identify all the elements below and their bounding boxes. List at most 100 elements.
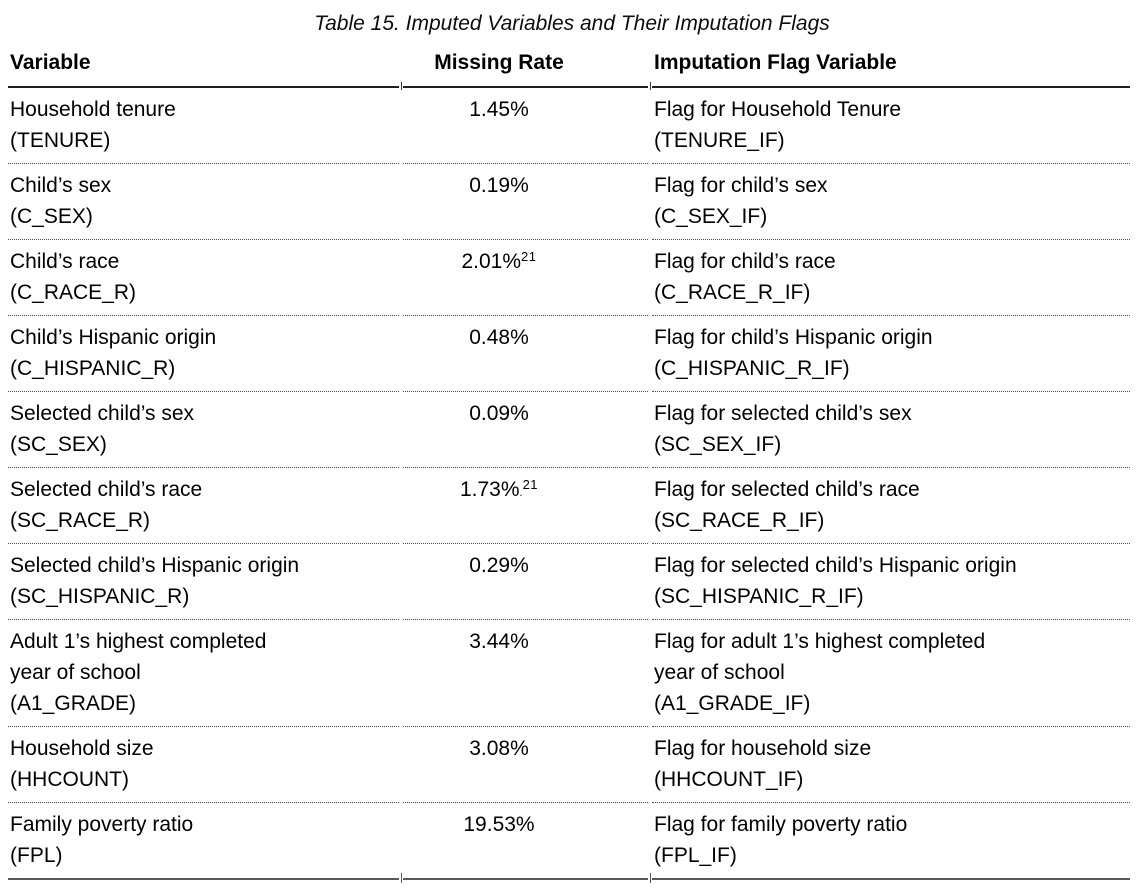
variable-cell: Selected child’s sex (SC_SEX) [8,392,399,468]
missing-rate-cell: 2.01%21 [403,240,648,316]
table-body: Household tenure (TENURE) 1.45% Flag for… [8,88,1130,883]
missing-rate-value: 0.09% [469,402,529,425]
flag-cell: Flag for child’s race (C_RACE_R_IF) [652,240,1130,316]
flag-label: Flag for family poverty ratio [654,813,908,836]
missing-rate-cell: 3.08% [403,727,648,803]
variable-label: Adult 1’s highest completed year of scho… [10,630,267,684]
missing-rate-value: 1.73% [459,478,520,501]
variable-code: (C_RACE_R) [10,281,137,304]
missing-rate-value: 3.44% [469,630,529,653]
flag-code: (SC_HISPANIC_R_IF) [654,585,864,608]
missing-rate-footnote: 21 [521,249,537,264]
flag-cell: Flag for selected child’s race (SC_RACE_… [652,468,1130,544]
missing-rate-value: 0.29% [469,554,529,577]
missing-rate-value: 3.08% [469,737,529,760]
flag-cell: Flag for adult 1’s highest completed yea… [652,620,1130,727]
flag-code: (C_RACE_R_IF) [654,281,811,304]
flag-label: Flag for Household Tenure [654,98,902,121]
missing-rate-cell: 0.09% [403,392,648,468]
variable-code: (SC_RACE_R) [10,509,151,532]
variable-cell: Adult 1’s highest completed year of scho… [8,620,399,727]
table-row: Child’s sex (C_SEX) 0.19% Flag for child… [8,164,1130,240]
table-row: Selected child’s Hispanic origin (SC_HIS… [8,544,1130,620]
imputed-variables-table: Variable Missing Rate Imputation Flag Va… [4,39,1134,883]
column-header-missing-rate: Missing Rate [400,39,648,90]
missing-rate-value: 0.48% [469,326,529,349]
flag-code: (SC_SEX_IF) [654,433,782,456]
flag-code: (C_SEX_IF) [654,205,768,228]
missing-rate-cell: 3.44% [403,620,648,727]
missing-rate-cell: 0.19% [403,164,648,240]
variable-cell: Child’s Hispanic origin (C_HISPANIC_R) [8,316,399,392]
flag-cell: Flag for family poverty ratio (FPL_IF) [649,803,1130,883]
missing-rate-value: 19.53% [463,813,535,836]
variable-cell: Selected child’s race (SC_RACE_R) [8,468,399,544]
variable-label: Child’s Hispanic origin [10,326,217,349]
flag-cell: Flag for child’s sex (C_SEX_IF) [652,164,1130,240]
variable-code: (SC_HISPANIC_R) [10,585,190,608]
variable-code: (A1_GRADE) [10,692,137,715]
variable-code: (C_SEX) [10,205,93,228]
variable-label: Family poverty ratio [10,813,194,836]
table-row: Household size (HHCOUNT) 3.08% Flag for … [8,727,1130,803]
variable-code: (C_HISPANIC_R) [10,357,176,380]
variable-cell: Child’s race (C_RACE_R) [8,240,399,316]
flag-cell: Flag for Household Tenure (TENURE_IF) [652,88,1130,164]
variable-code: (SC_SEX) [10,433,107,456]
missing-rate-dot: . [519,487,523,499]
missing-rate-footnote: 21 [522,477,539,492]
flag-label: Flag for household size [654,737,872,760]
flag-label: Flag for adult 1’s highest completed yea… [654,630,986,684]
variable-label: Child’s race [10,250,120,273]
column-header-variable: Variable [8,39,399,88]
flag-code: (FPL_IF) [654,844,737,867]
missing-rate-value: 1.45% [469,98,529,121]
missing-rate-value: 2.01% [461,250,522,273]
flag-cell: Flag for selected child’s Hispanic origi… [652,544,1130,620]
flag-label: Flag for selected child’s sex [654,402,912,425]
flag-label: Flag for child’s sex [654,174,828,197]
missing-rate-cell: 1.45% [403,88,648,164]
flag-code: (SC_RACE_R_IF) [654,509,825,532]
variable-label: Selected child’s sex [10,402,195,425]
flag-cell: Flag for child’s Hispanic origin (C_HISP… [652,316,1130,392]
table-row: Selected child’s race (SC_RACE_R) 1.73%.… [8,468,1130,544]
table-title: Table 15. Imputed Variables and Their Im… [314,12,830,35]
flag-code: (A1_GRADE_IF) [654,692,811,715]
variable-label: Household size [10,737,154,760]
variable-cell: Household size (HHCOUNT) [8,727,399,803]
variable-cell: Family poverty ratio (FPL) [8,803,399,880]
variable-label: Household tenure [10,98,176,121]
flag-cell: Flag for selected child’s sex (SC_SEX_IF… [652,392,1130,468]
variable-code: (HHCOUNT) [10,768,129,791]
missing-rate-value: 0.19% [469,174,529,197]
variable-label: Child’s sex [10,174,112,197]
flag-code: (C_HISPANIC_R_IF) [654,357,850,380]
table-row: Child’s race (C_RACE_R) 2.01%21 Flag for… [8,240,1130,316]
flag-label: Flag for child’s Hispanic origin [654,326,933,349]
flag-code: (HHCOUNT_IF) [654,768,804,791]
table-row: Family poverty ratio (FPL) 19.53% Flag f… [8,803,1130,883]
table-header-row: Variable Missing Rate Imputation Flag Va… [8,39,1130,90]
variable-code: (TENURE) [10,129,111,152]
table-row: Adult 1’s highest completed year of scho… [8,620,1130,727]
variable-cell: Selected child’s Hispanic origin (SC_HIS… [8,544,399,620]
flag-label: Flag for selected child’s Hispanic origi… [654,554,1017,577]
variable-code: (FPL) [10,844,63,867]
flag-label: Flag for selected child’s race [654,478,920,501]
table-row: Household tenure (TENURE) 1.45% Flag for… [8,88,1130,164]
variable-cell: Child’s sex (C_SEX) [8,164,399,240]
variable-label: Selected child’s Hispanic origin [10,554,300,577]
missing-rate-cell: 1.73%.21 [403,468,648,544]
variable-label: Selected child’s race [10,478,203,501]
table-row: Selected child’s sex (SC_SEX) 0.09% Flag… [8,392,1130,468]
missing-rate-cell: 0.29% [403,544,648,620]
missing-rate-cell: 19.53% [400,803,648,883]
flag-code: (TENURE_IF) [654,129,785,152]
flag-label: Flag for child’s race [654,250,836,273]
variable-cell: Household tenure (TENURE) [8,88,399,164]
flag-cell: Flag for household size (HHCOUNT_IF) [652,727,1130,803]
table-row: Child’s Hispanic origin (C_HISPANIC_R) 0… [8,316,1130,392]
column-header-imputation-flag: Imputation Flag Variable [649,39,1130,90]
